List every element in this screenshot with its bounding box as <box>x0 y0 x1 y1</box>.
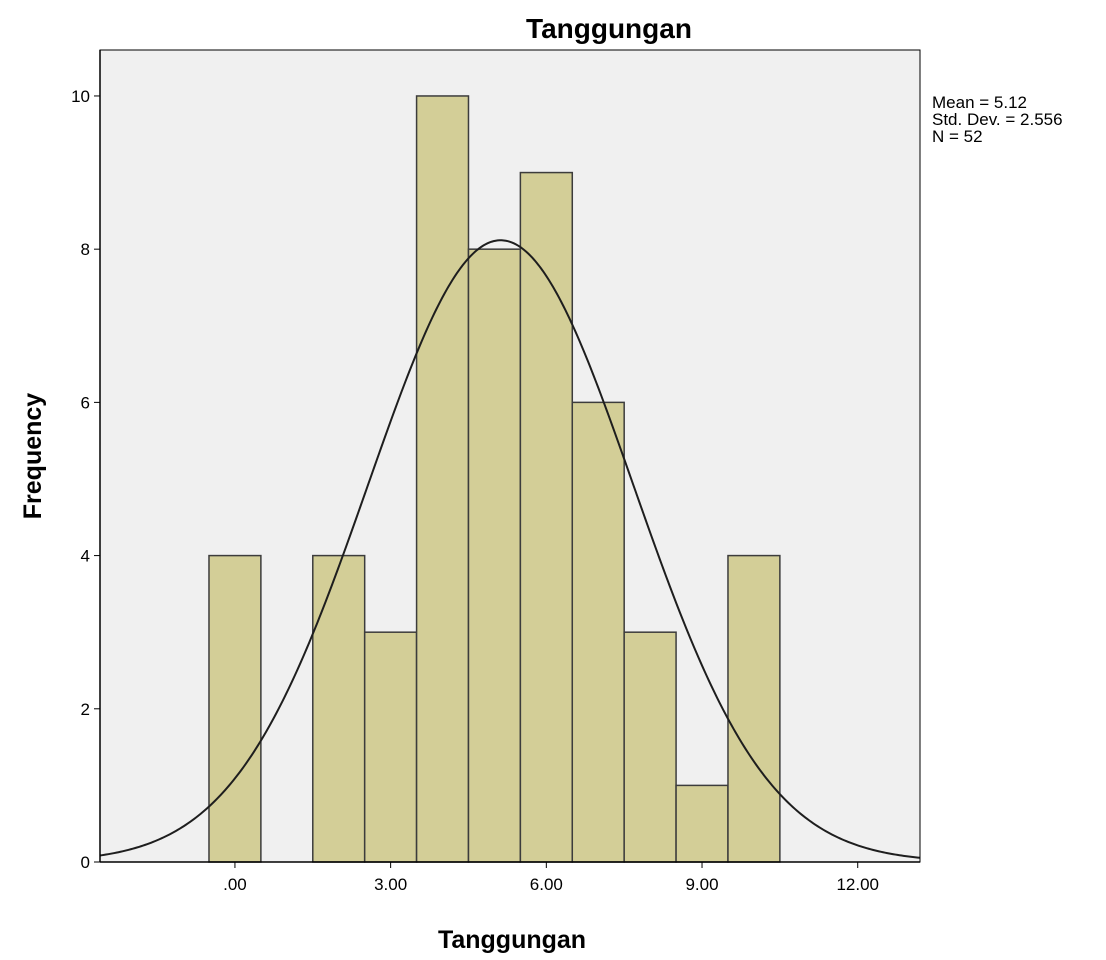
histogram-bar <box>571 401 625 863</box>
histogram-bar <box>363 631 418 863</box>
histogram-bar <box>312 554 366 863</box>
x-axis-label: Tanggungan <box>438 926 586 954</box>
histogram-bar <box>415 95 470 863</box>
histogram-bar <box>675 784 729 863</box>
x-tick-label: .00 <box>223 875 247 894</box>
ticks: .00 3.00 6.00 9.00 12.00 0 2 4 6 8 10 <box>71 87 879 894</box>
y-tick-label: 0 <box>81 853 90 872</box>
stats-line: Std. Dev. = 2.556 <box>932 110 1063 129</box>
chart-title: Tanggungan <box>526 13 692 44</box>
histogram-bar <box>208 554 262 863</box>
y-tick-label: 8 <box>81 240 90 259</box>
stats-line: Mean = 5.12 <box>932 93 1027 112</box>
y-tick-label: 10 <box>71 87 90 106</box>
y-axis-label: Frequency <box>19 393 47 520</box>
x-tick-label: 9.00 <box>685 875 718 894</box>
histogram-bar <box>623 631 677 863</box>
y-tick-label: 4 <box>81 547 90 566</box>
axes <box>99 49 921 863</box>
y-tick-label: 2 <box>81 700 90 719</box>
normal-curve <box>99 239 921 859</box>
histogram-bar <box>467 248 522 863</box>
x-tick-label: 3.00 <box>374 875 407 894</box>
histogram-bar <box>727 554 781 863</box>
x-tick-label: 6.00 <box>530 875 563 894</box>
y-tick-label: 6 <box>81 393 90 412</box>
stats-line: N = 52 <box>932 127 983 146</box>
histogram-bars <box>208 95 781 863</box>
x-tick-label: 12.00 <box>836 875 879 894</box>
